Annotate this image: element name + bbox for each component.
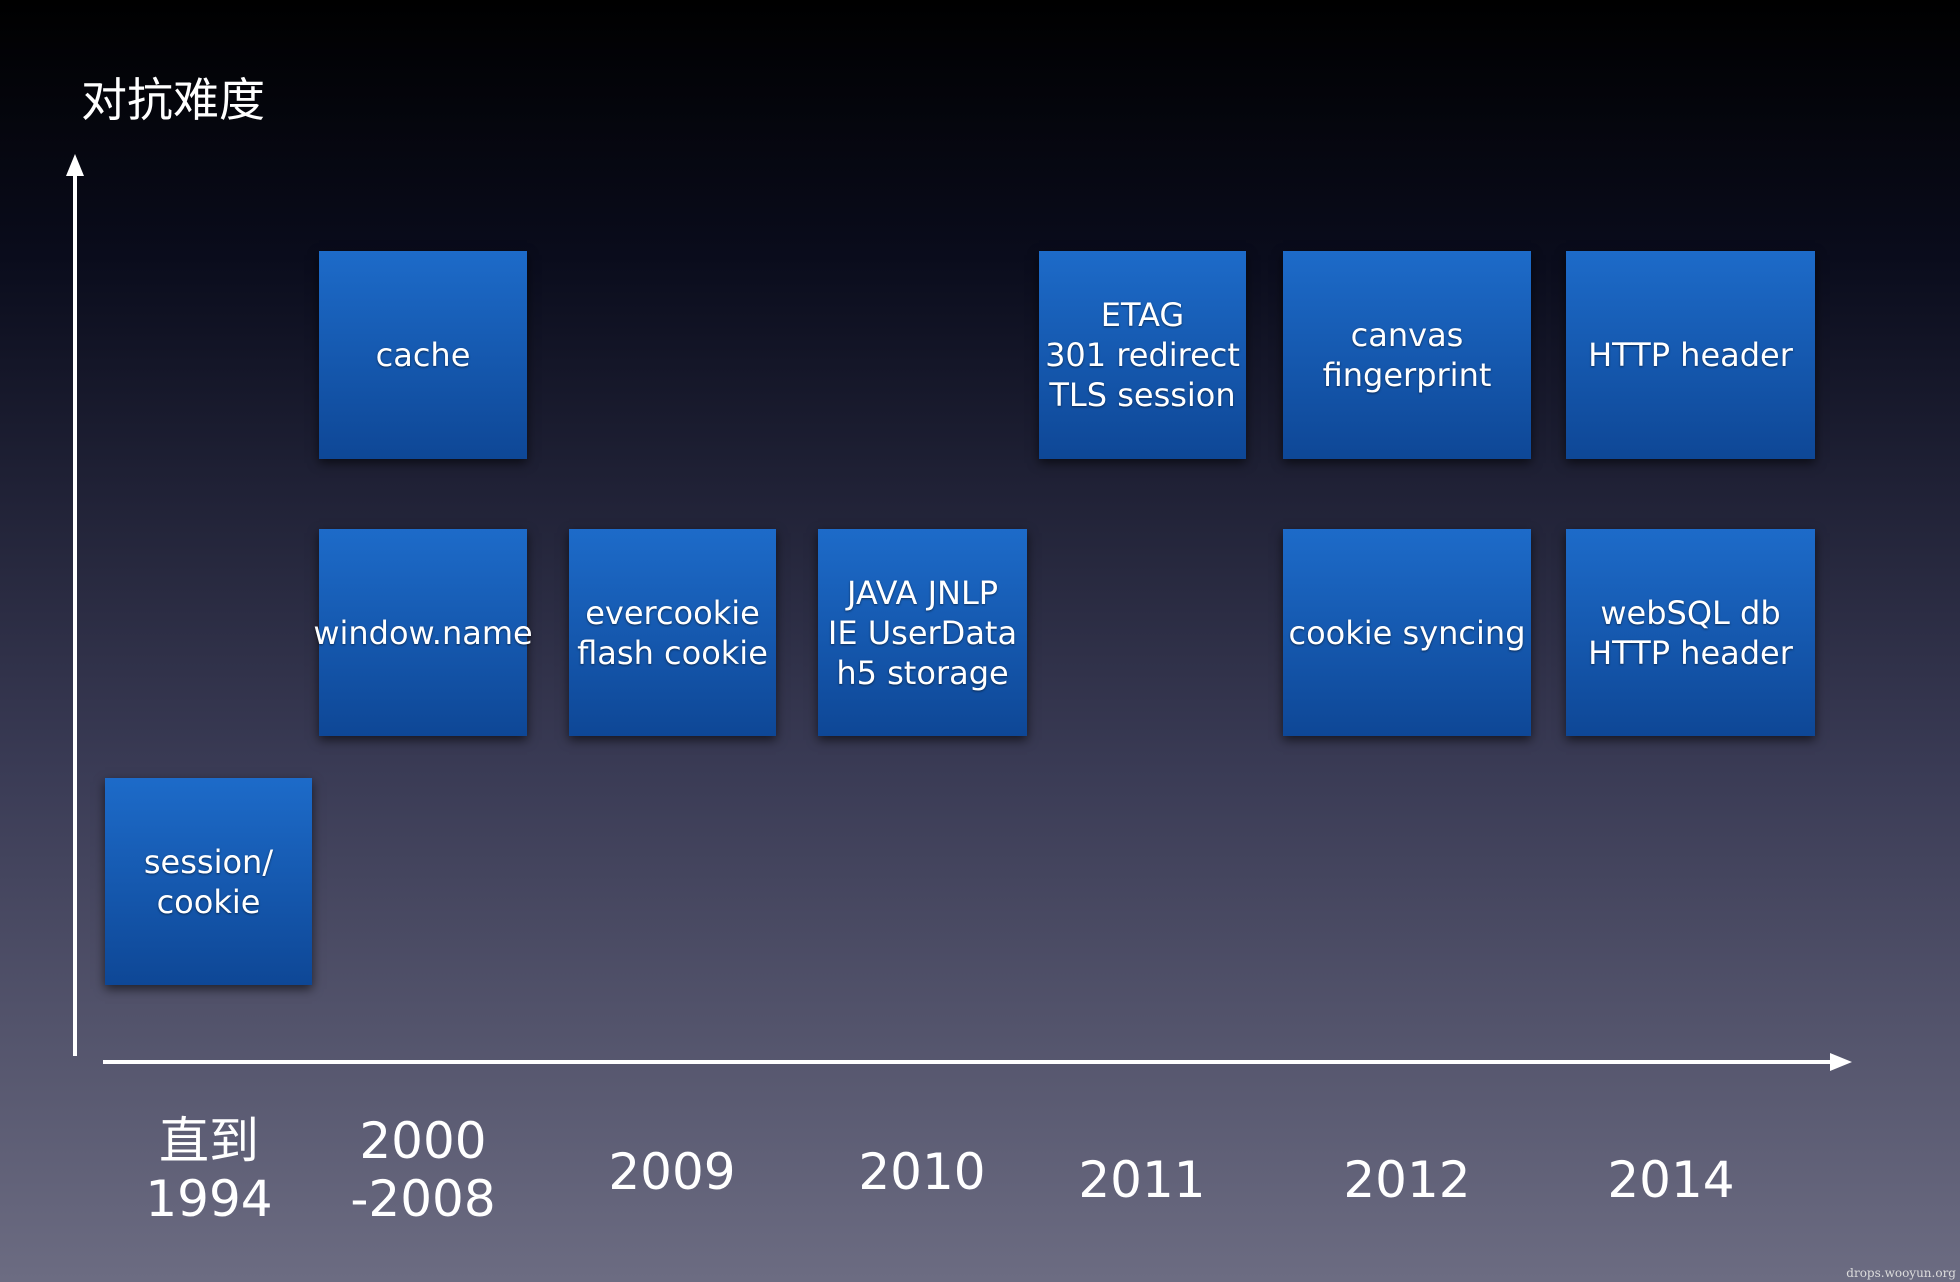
x-label-text: -2008 [350,1170,496,1228]
x-label: 2011 [1078,1151,1205,1209]
box-text: IE UserData [827,613,1018,652]
x-label: 2014 [1607,1151,1734,1209]
x-label-text: 2010 [858,1143,986,1201]
y-label: 对抗难度 [81,73,265,127]
x-label-text: 2009 [608,1143,736,1201]
box-text: HTTP header [1588,336,1793,374]
x-label: 2010 [858,1143,985,1201]
y-arrow [66,154,84,176]
x-label-text: 2014 [1607,1151,1735,1209]
box-text: ETAG [1100,296,1185,334]
item-box: webSQL db HTTP header [1566,529,1815,736]
item-box: cookie syncing [1283,529,1531,736]
box-text: flash cookie [577,633,768,672]
x-label-text: 1994 [145,1170,273,1228]
box-text: session/ [143,842,274,881]
x-label: 2012 [1343,1151,1470,1209]
box-text: JAVA JNLP [846,573,999,612]
box-text: TLS session [1049,376,1236,414]
item-box: cache [319,251,527,459]
x-label-text: 直到 [159,1112,259,1170]
item-box: ETAG 301 redirect TLS session [1039,251,1246,459]
x-arrow [1830,1053,1852,1071]
x-label: 2000 -2008 [350,1112,495,1228]
box-text: h5 storage [836,653,1009,692]
box-text: 301 redirect [1045,336,1240,374]
watermark: drops.wooyun.org [1846,1266,1956,1280]
box-text: webSQL db [1600,593,1781,632]
x-label-text: 2012 [1343,1151,1471,1209]
item-box: evercookie flash cookie [569,529,776,736]
x-label: 直到 1994 [145,1112,272,1228]
item-box: session/cookie [105,778,312,985]
box-text: HTTP header [1588,633,1793,672]
x-label-text: 2000 [359,1112,487,1170]
box-text: cookie [156,882,261,921]
box-text: evercookie [585,593,760,632]
item-box: HTTP header [1566,251,1815,459]
item-box: canvas fingerprint [1283,251,1531,459]
item-box: window.name [313,529,533,736]
box-text: canvas [1350,316,1464,354]
x-label: 2009 [608,1143,735,1201]
box-text: window.name [313,613,533,652]
box-text: cache [375,336,471,374]
x-label-text: 2011 [1078,1151,1206,1209]
item-box: JAVA JNLP IE UserData h5 storage [818,529,1027,736]
box-text: fingerprint [1322,356,1492,394]
box-text: cookie syncing [1288,613,1526,652]
